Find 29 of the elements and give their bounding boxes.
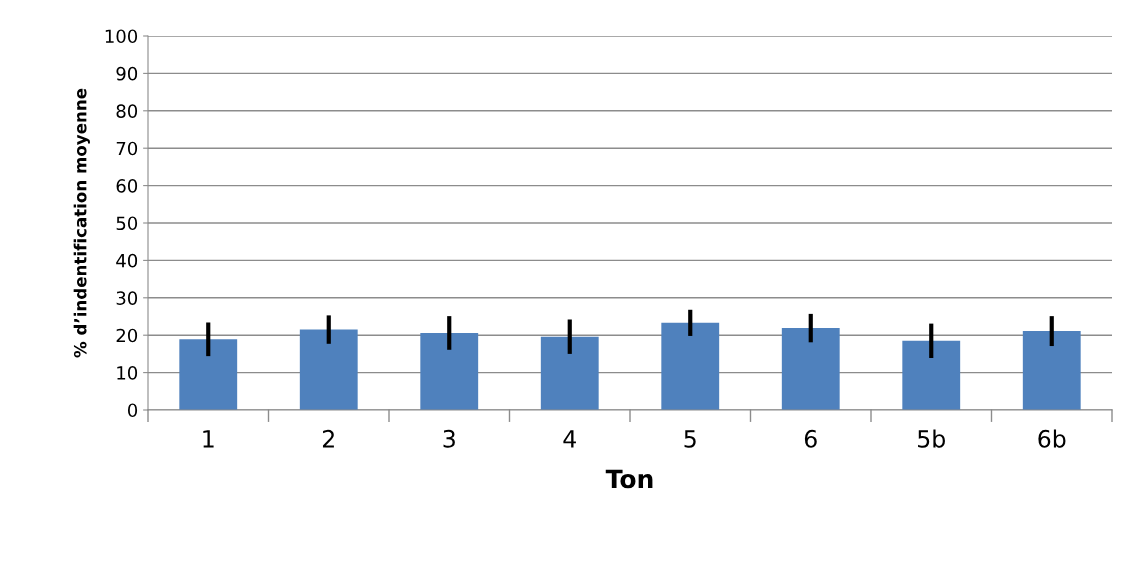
bar xyxy=(902,340,961,410)
x-tick-label: 2 xyxy=(322,429,334,448)
x-tick-label: 6b xyxy=(1038,429,1066,448)
bar xyxy=(540,336,599,410)
y-tick-label: 20 xyxy=(116,328,138,343)
x-tick-label: 1 xyxy=(203,430,214,448)
y-tick-label: 30 xyxy=(116,291,138,305)
x-tick-label: 3 xyxy=(443,429,455,448)
x-axis-title: Ton xyxy=(605,469,653,489)
y-tick-label: 80 xyxy=(116,104,138,118)
y-tick-label: 50 xyxy=(116,216,138,231)
bar xyxy=(179,339,238,410)
x-tick-label: 5 xyxy=(684,430,696,448)
y-tick-label: 60 xyxy=(116,179,138,193)
bar xyxy=(299,329,358,410)
bar xyxy=(781,328,840,410)
y-tick-label: 90 xyxy=(116,66,138,81)
y-tick-label: 0 xyxy=(127,403,138,418)
y-tick-label: 40 xyxy=(116,253,138,268)
x-tick-label: 5b xyxy=(918,429,945,448)
bar xyxy=(661,322,720,410)
y-axis-title: % d’indentification moyenne xyxy=(73,88,90,358)
y-tick-label: 10 xyxy=(117,366,138,380)
bar xyxy=(1022,331,1081,410)
x-tick-label: 4 xyxy=(563,430,576,448)
bar xyxy=(420,332,479,410)
x-tick-label: 6 xyxy=(804,429,817,448)
y-tick-label: 70 xyxy=(116,141,138,156)
y-tick-label: 100 xyxy=(105,29,138,44)
